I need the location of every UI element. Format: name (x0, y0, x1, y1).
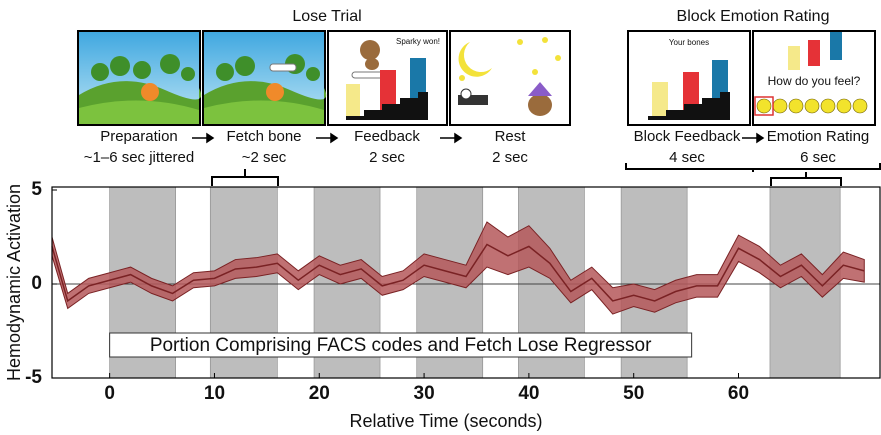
x-tick-label: 40 (518, 383, 539, 404)
step-label: Emotion Rating (767, 128, 870, 145)
y-tick-label: 5 (31, 179, 42, 200)
screen-text: Sparky won! (396, 37, 440, 46)
step-label: Feedback (354, 128, 420, 145)
step-duration: 6 sec (800, 149, 836, 166)
x-tick-label: 30 (414, 383, 435, 404)
step-duration: ~2 sec (242, 149, 287, 166)
screen-feedback: Sparky won! (327, 30, 448, 126)
x-tick-label: 20 (309, 383, 330, 404)
error-band (51, 221, 865, 315)
screen-emotion-rating: How do you feel? (752, 30, 876, 126)
plot-frame (51, 186, 881, 379)
group-title: Lose Trial (292, 8, 361, 25)
step-duration: ~1–6 sec jittered (84, 149, 195, 166)
screen-block-feedback: Your bones (627, 30, 751, 126)
y-tick-label: -5 (25, 367, 42, 388)
step-label: Preparation (100, 128, 178, 145)
screen-fetch-bone (202, 30, 327, 126)
x-tick-label: 50 (623, 383, 644, 404)
step-duration: 4 sec (669, 149, 705, 166)
annotation: Portion Comprising FACS codes and Fetch … (150, 335, 652, 356)
x-tick-label: 60 (728, 383, 749, 404)
arrows (192, 132, 765, 144)
y-tick-label: 0 (31, 273, 42, 294)
x-tick-label: 0 (104, 383, 115, 404)
mean-line (51, 243, 865, 303)
step-label: Block Feedback (634, 128, 741, 145)
x-axis-label: Relative Time (seconds) (349, 411, 542, 431)
screen-text: How do you feel? (768, 74, 861, 88)
step-label: Rest (495, 128, 527, 145)
x-tick-label: 10 (204, 383, 225, 404)
brackets (211, 163, 881, 186)
screen-preparation (77, 30, 202, 126)
screen-text: Your bones (669, 38, 709, 47)
y-axis-label: Hemodynamic Activation (4, 184, 24, 381)
annotation-box (109, 332, 693, 358)
step-duration: 2 sec (369, 149, 405, 166)
step-duration: 2 sec (492, 149, 528, 166)
step-label: Fetch bone (226, 128, 301, 145)
screen-rest (449, 30, 571, 126)
group-title: Block Emotion Rating (677, 8, 830, 25)
